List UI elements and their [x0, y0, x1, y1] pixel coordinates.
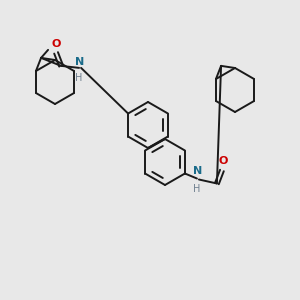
Text: O: O: [51, 39, 61, 49]
Text: N: N: [75, 57, 85, 67]
Text: H: H: [193, 184, 201, 194]
Text: H: H: [75, 73, 83, 83]
Text: O: O: [218, 157, 228, 166]
Text: N: N: [193, 167, 203, 176]
